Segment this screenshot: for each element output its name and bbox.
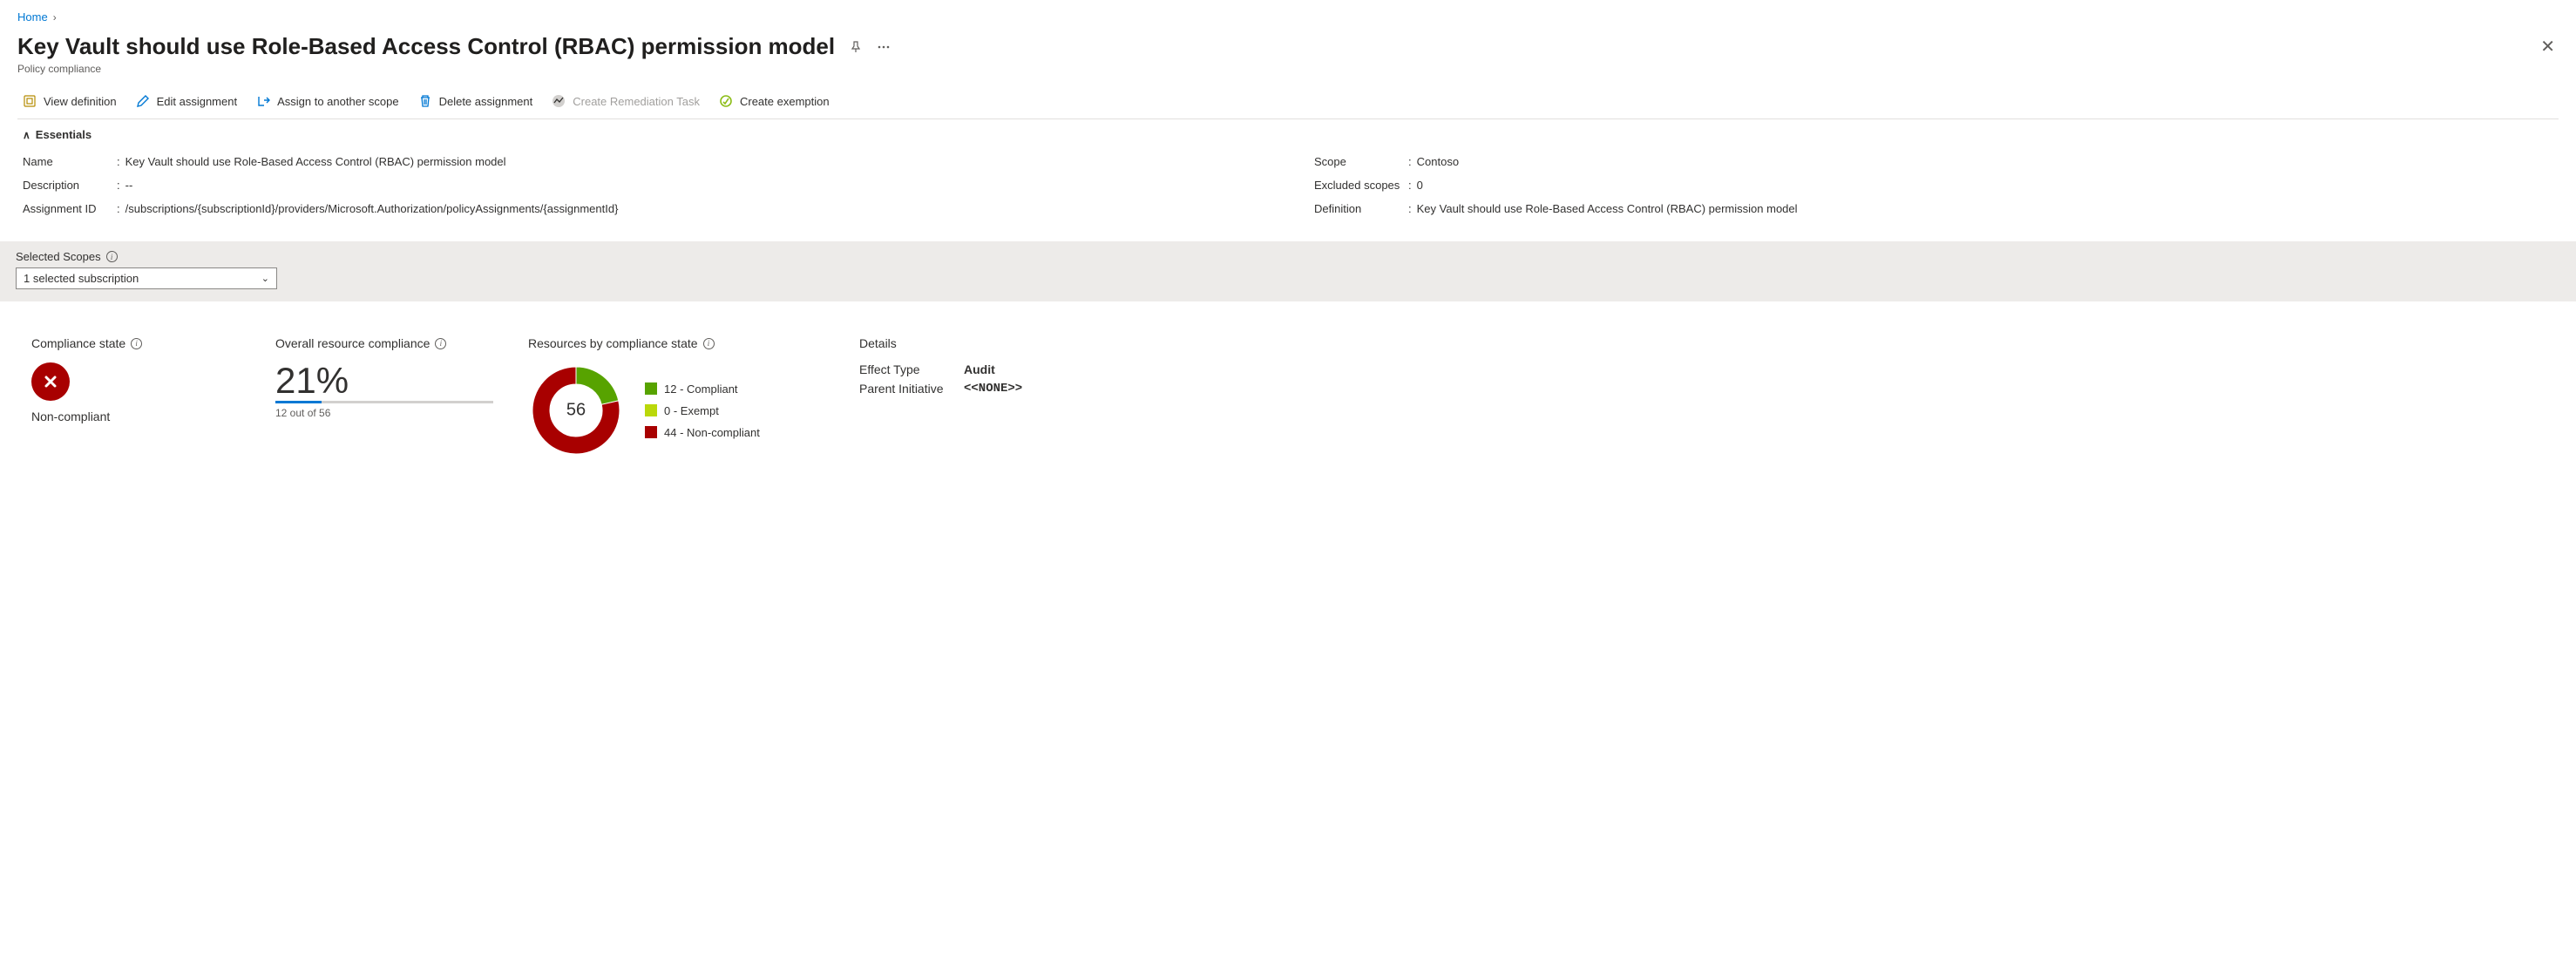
create-remediation-label: Create Remediation Task: [573, 95, 700, 108]
essentials-definition-value: Key Vault should use Role-Based Access C…: [1417, 202, 1798, 215]
effect-type-label: Effect Type: [859, 362, 964, 376]
legend-swatch-icon: [645, 382, 657, 395]
essentials-label: Essentials: [36, 128, 92, 141]
resources-by-state-card: Resources by compliance state i 56 12 - …: [528, 336, 824, 458]
essentials-description-value: --: [125, 179, 133, 192]
assign-scope-label: Assign to another scope: [277, 95, 398, 108]
essentials-excluded-row: Excluded scopes : 0: [1314, 173, 2553, 197]
essentials-name-row: Name : Key Vault should use Role-Based A…: [23, 150, 1262, 173]
details-title: Details: [859, 336, 897, 350]
donut-legend: 12 - Compliant 0 - Exempt 44 - Non-compl…: [645, 382, 760, 439]
compliance-state-value: Non-compliant: [31, 410, 241, 423]
selected-scopes-dropdown[interactable]: 1 selected subscription ⌄: [16, 267, 277, 289]
close-icon[interactable]: ✕: [2537, 32, 2559, 61]
info-icon[interactable]: i: [703, 338, 715, 349]
legend-swatch-icon: [645, 426, 657, 438]
view-definition-button[interactable]: View definition: [23, 92, 117, 110]
edit-assignment-button[interactable]: Edit assignment: [136, 92, 238, 110]
essentials-assignment-id-row: Assignment ID : /subscriptions/{subscrip…: [23, 197, 1262, 220]
essentials-name-value: Key Vault should use Role-Based Access C…: [125, 155, 506, 168]
definition-icon: [23, 94, 37, 108]
selected-scopes-band: Selected Scopes i 1 selected subscriptio…: [0, 241, 2576, 301]
compliance-state-card: Compliance state i Non-compliant: [31, 336, 241, 423]
assign-scope-button[interactable]: Assign to another scope: [256, 92, 398, 110]
essentials-toggle[interactable]: ∧ Essentials: [17, 119, 2559, 150]
effect-type-value: Audit: [964, 362, 995, 376]
legend-label-compliant: 12 - Compliant: [664, 382, 738, 396]
more-icon[interactable]: [877, 40, 891, 54]
exemption-icon: [719, 94, 733, 108]
remediation-icon: [552, 94, 566, 108]
essentials-name-label: Name: [23, 155, 117, 168]
compliance-state-title: Compliance state: [31, 336, 125, 350]
legend-swatch-icon: [645, 404, 657, 416]
overall-compliance-card: Overall resource compliance i 21% 12 out…: [275, 336, 493, 419]
selected-scopes-label: Selected Scopes: [16, 250, 101, 263]
create-remediation-button: Create Remediation Task: [552, 92, 700, 110]
essentials-assignment-id-value: /subscriptions/{subscriptionId}/provider…: [125, 202, 619, 215]
resources-by-state-title: Resources by compliance state: [528, 336, 698, 350]
info-icon[interactable]: i: [131, 338, 142, 349]
legend-label-exempt: 0 - Exempt: [664, 404, 719, 417]
edit-icon: [136, 94, 150, 108]
create-exemption-button[interactable]: Create exemption: [719, 92, 830, 110]
chevron-right-icon: ›: [53, 11, 57, 24]
pin-icon[interactable]: [849, 40, 863, 54]
legend-item-exempt: 0 - Exempt: [645, 404, 760, 417]
chevron-down-icon: ⌄: [261, 273, 269, 284]
essentials-description-label: Description: [23, 179, 117, 192]
legend-label-noncompliant: 44 - Non-compliant: [664, 426, 760, 439]
essentials-assignment-id-label: Assignment ID: [23, 202, 117, 215]
delete-icon: [418, 94, 432, 108]
selected-scopes-value: 1 selected subscription: [24, 272, 139, 285]
parent-initiative-label: Parent Initiative: [859, 382, 964, 396]
overall-compliance-bar: [275, 401, 493, 403]
legend-item-noncompliant: 44 - Non-compliant: [645, 426, 760, 439]
essentials-definition-row: Definition : Key Vault should use Role-B…: [1314, 197, 2553, 220]
essentials-scope-value: Contoso: [1417, 155, 1459, 168]
noncompliant-icon: [31, 362, 70, 401]
essentials-body: Name : Key Vault should use Role-Based A…: [17, 150, 2559, 231]
essentials-excluded-label: Excluded scopes: [1314, 179, 1408, 192]
donut-chart: 56: [528, 362, 624, 458]
chevron-up-icon: ∧: [23, 129, 31, 141]
toolbar: View definition Edit assignment Assign t…: [17, 87, 2559, 119]
breadcrumb-home[interactable]: Home: [17, 10, 48, 24]
info-icon[interactable]: i: [106, 251, 118, 262]
overall-compliance-subtext: 12 out of 56: [275, 407, 493, 419]
parent-initiative-value: <<NONE>>: [964, 382, 1022, 396]
donut-total: 56: [566, 401, 586, 421]
essentials-scope-label: Scope: [1314, 155, 1408, 168]
essentials-scope-row: Scope : Contoso: [1314, 150, 2553, 173]
details-card: Details Effect Type Audit Parent Initiat…: [859, 336, 1068, 401]
create-exemption-label: Create exemption: [740, 95, 830, 108]
overall-compliance-title: Overall resource compliance: [275, 336, 430, 350]
legend-item-compliant: 12 - Compliant: [645, 382, 760, 396]
stats-row: Compliance state i Non-compliant Overall…: [0, 301, 2576, 493]
view-definition-label: View definition: [44, 95, 117, 108]
delete-assignment-button[interactable]: Delete assignment: [418, 92, 533, 110]
essentials-excluded-value: 0: [1417, 179, 1423, 192]
edit-assignment-label: Edit assignment: [157, 95, 238, 108]
essentials-definition-label: Definition: [1314, 202, 1408, 215]
overall-compliance-percent: 21%: [275, 362, 493, 399]
breadcrumb: Home ›: [17, 10, 2559, 24]
page-subtitle: Policy compliance: [17, 63, 2559, 75]
essentials-description-row: Description : --: [23, 173, 1262, 197]
delete-assignment-label: Delete assignment: [439, 95, 533, 108]
info-icon[interactable]: i: [435, 338, 446, 349]
page-title: Key Vault should use Role-Based Access C…: [17, 33, 835, 60]
assign-icon: [256, 94, 270, 108]
